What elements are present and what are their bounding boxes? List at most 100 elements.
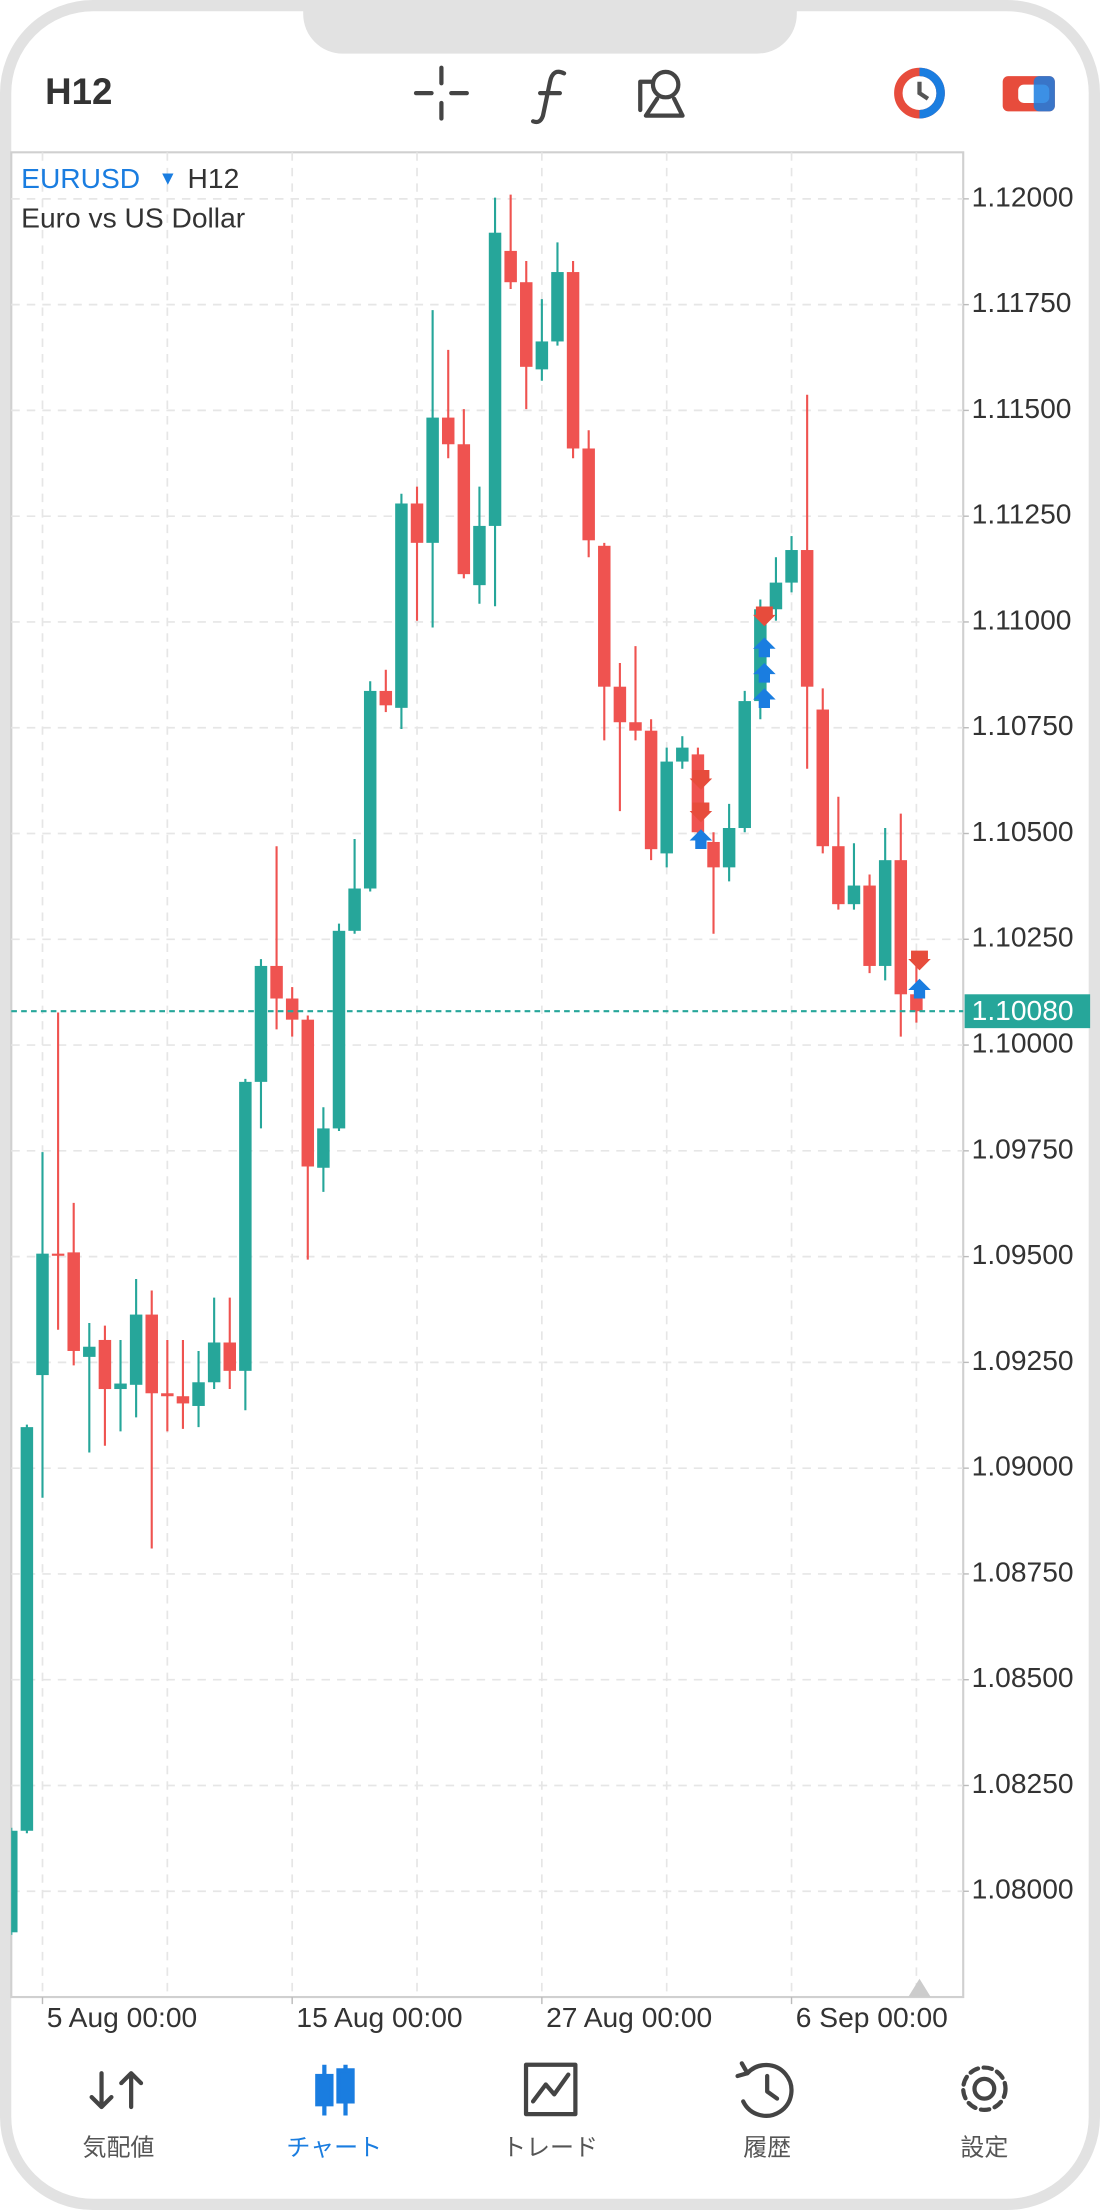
candle-body bbox=[473, 525, 486, 586]
candle-body bbox=[285, 998, 299, 1020]
candle-body bbox=[832, 846, 845, 905]
symbol-dropdown[interactable] bbox=[162, 173, 174, 185]
nav-label[interactable]: チャート bbox=[286, 2135, 382, 2162]
candle-body bbox=[722, 828, 736, 868]
objects-button[interactable] bbox=[638, 69, 685, 118]
candle-body bbox=[629, 722, 642, 731]
candle-body bbox=[129, 1314, 143, 1385]
candle-body bbox=[660, 761, 673, 854]
candle-body bbox=[301, 1019, 315, 1167]
nav-label[interactable]: 設定 bbox=[960, 2135, 1008, 2162]
candle-body bbox=[504, 250, 517, 283]
crosshair-button[interactable] bbox=[413, 65, 469, 121]
candle-body bbox=[98, 1339, 112, 1390]
x-tick-label: 15 Aug 00:00 bbox=[296, 2001, 462, 2033]
trade-icon[interactable] bbox=[523, 2062, 578, 2117]
y-tick-label: 1.10750 bbox=[972, 709, 1074, 741]
current-price-label: 1.10080 bbox=[972, 994, 1074, 1026]
candle-body bbox=[410, 503, 424, 543]
nav-label[interactable]: 履歴 bbox=[743, 2135, 791, 2162]
candle-body bbox=[114, 1383, 127, 1390]
candle-body bbox=[644, 730, 658, 850]
candle-body bbox=[816, 709, 829, 847]
candle-body bbox=[566, 272, 580, 449]
candle-body bbox=[51, 1253, 65, 1256]
candle-body bbox=[395, 503, 408, 708]
history-icon[interactable] bbox=[735, 2061, 794, 2118]
y-tick-label: 1.10500 bbox=[972, 815, 1074, 847]
candle-body bbox=[847, 885, 861, 905]
quotes-icon[interactable] bbox=[89, 2071, 144, 2110]
candle-body bbox=[676, 747, 689, 762]
y-tick-label: 1.08500 bbox=[972, 1661, 1074, 1693]
candle-body bbox=[20, 1427, 34, 1831]
candle-body bbox=[379, 690, 393, 706]
y-tick-label: 1.08750 bbox=[972, 1555, 1074, 1587]
candle-body bbox=[11, 1830, 18, 1933]
y-tick-label: 1.11500 bbox=[972, 392, 1072, 424]
candle-body bbox=[83, 1346, 96, 1357]
chart-shift-marker[interactable] bbox=[908, 1978, 931, 1998]
candle-body bbox=[317, 1128, 330, 1168]
trade-button[interactable] bbox=[1002, 76, 1055, 112]
candle-body bbox=[223, 1342, 236, 1371]
y-tick-label: 1.10250 bbox=[972, 921, 1074, 953]
candle-body bbox=[598, 545, 611, 687]
notch bbox=[303, 0, 797, 54]
y-tick-label: 1.09750 bbox=[972, 1132, 1074, 1164]
indicators-button[interactable] bbox=[530, 69, 567, 125]
y-tick-label: 1.09500 bbox=[972, 1238, 1074, 1270]
timeframe-button[interactable]: H12 bbox=[45, 71, 112, 112]
settings-icon[interactable] bbox=[961, 2065, 1008, 2112]
symbol-description: Euro vs US Dollar bbox=[21, 201, 245, 233]
symbol[interactable]: EURUSD bbox=[21, 162, 140, 194]
candle-body bbox=[769, 582, 783, 610]
candle-body bbox=[457, 444, 471, 575]
candle-body bbox=[36, 1253, 49, 1376]
candle-body bbox=[239, 1081, 252, 1371]
chart bbox=[11, 152, 969, 2005]
candle-body bbox=[863, 885, 876, 966]
candle-body bbox=[707, 841, 720, 868]
candle-body bbox=[254, 965, 268, 1082]
candle-body bbox=[535, 341, 549, 370]
one-click-trading-button[interactable] bbox=[894, 67, 945, 119]
candle-body bbox=[488, 232, 502, 526]
y-tick-label: 1.08250 bbox=[972, 1767, 1074, 1799]
y-tick-label: 1.10000 bbox=[972, 1027, 1074, 1059]
candle-body bbox=[176, 1396, 190, 1404]
plot-frame bbox=[10, 151, 965, 1999]
candle-body bbox=[613, 686, 627, 723]
candle-body bbox=[800, 550, 814, 687]
candle-body bbox=[878, 860, 892, 966]
candles bbox=[11, 194, 923, 1935]
nav-label[interactable]: トレード bbox=[502, 2135, 598, 2162]
candle-body bbox=[582, 448, 595, 541]
y-tick-label: 1.11750 bbox=[972, 286, 1072, 318]
nav-label[interactable]: 気配値 bbox=[83, 2135, 155, 2162]
candle-body bbox=[67, 1252, 80, 1351]
trade-markers bbox=[689, 606, 931, 999]
candle-body bbox=[894, 860, 908, 995]
candle-body bbox=[145, 1314, 158, 1394]
candle-body bbox=[332, 930, 346, 1129]
candle-body bbox=[785, 550, 798, 583]
chart-icon[interactable] bbox=[315, 2064, 355, 2116]
y-tick-label: 1.09250 bbox=[972, 1344, 1074, 1376]
y-tick-label: 1.08000 bbox=[972, 1873, 1074, 1905]
y-tick-label: 1.12000 bbox=[972, 180, 1074, 212]
candle-body bbox=[161, 1393, 174, 1397]
x-tick-label: 27 Aug 00:00 bbox=[546, 2001, 712, 2033]
chart-timeframe: H12 bbox=[188, 162, 240, 194]
current-price-box bbox=[964, 994, 1091, 1029]
y-tick-label: 1.11250 bbox=[972, 498, 1072, 530]
y-tick-label: 1.09000 bbox=[972, 1450, 1074, 1482]
candle-body bbox=[738, 701, 751, 829]
y-tick-label: 1.11000 bbox=[972, 603, 1072, 635]
x-tick-label: 5 Aug 00:00 bbox=[47, 2001, 197, 2033]
candle-body bbox=[426, 417, 439, 543]
x-tick-label: 6 Sep 00:00 bbox=[796, 2001, 948, 2033]
